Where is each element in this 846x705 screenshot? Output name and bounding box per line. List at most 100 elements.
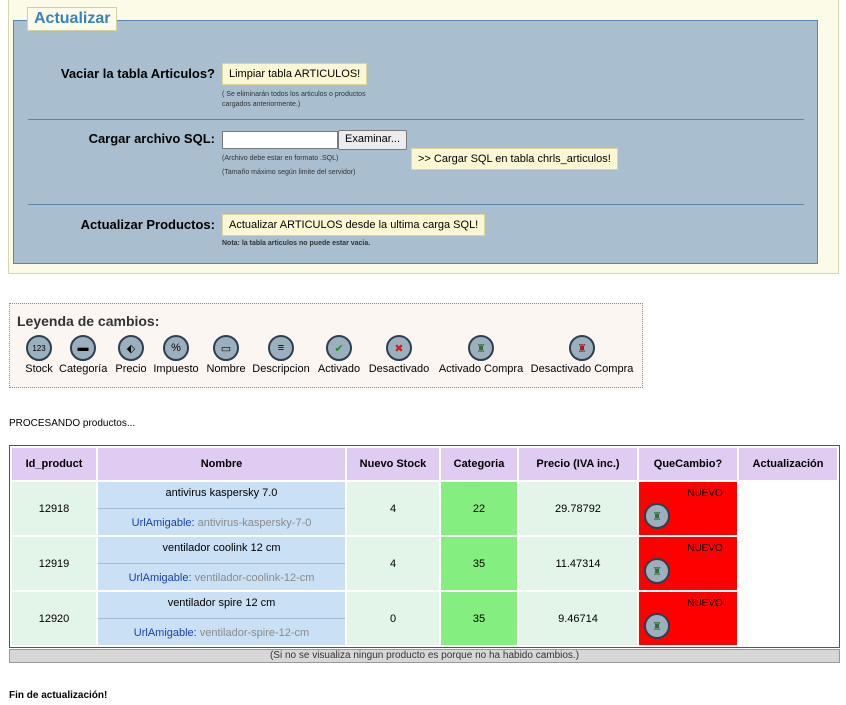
tax-percent-icon: % xyxy=(163,335,189,361)
product-url: UrlAmigable: ventilador-spire-12-cm xyxy=(98,619,345,645)
divider xyxy=(28,119,804,120)
legend-box: Leyenda de cambios: 123 Stock ▬ Categoría ⬖ P… xyxy=(9,303,643,388)
check-icon: ✔ xyxy=(326,335,352,361)
legend-item-label: Desactivado Compra xyxy=(530,363,634,375)
product-update xyxy=(739,537,837,590)
cross-icon: ✖ xyxy=(386,335,412,361)
update-note: Nota: la tabla articulos no puede estar … xyxy=(222,240,371,247)
legend-item: ≡ Descripcion xyxy=(250,335,312,375)
product-id: 12919 xyxy=(12,537,96,590)
url-label: UrlAmigable: xyxy=(133,627,197,639)
legend-item: ✔ Activado xyxy=(316,335,362,375)
product-name-cell: ventilador coolink 12 cm UrlAmigable: ven… xyxy=(98,537,345,590)
product-stock: 0 xyxy=(347,592,439,645)
product-change-cell: NUEVO ♜ xyxy=(639,592,737,645)
legend-item-label: Impuesto xyxy=(153,363,199,375)
legend-item-label: Categoría xyxy=(59,363,108,375)
product-name-cell: ventilador spire 12 cm UrlAmigable: venti… xyxy=(98,592,345,645)
url-value: ventilador-coolink-12-cm xyxy=(194,572,315,584)
table-row: 12920 ventilador spire 12 cm UrlAmigable: … xyxy=(12,592,837,645)
legend-item-label: Activado Compra xyxy=(438,363,524,375)
product-url: UrlAmigable: ventilador-coolink-12-cm xyxy=(98,564,345,590)
name-card-icon: ▭ xyxy=(213,335,239,361)
product-change-cell: NUEVO ♜ xyxy=(639,537,737,590)
legend-item: ✖ Desactivado xyxy=(367,335,431,375)
browse-button[interactable]: Examinar... xyxy=(338,130,407,150)
table-header-row: Id_product Nombre Nuevo Stock Categoria Prec… xyxy=(12,448,837,480)
product-id: 12918 xyxy=(12,482,96,535)
product-update xyxy=(739,592,837,645)
change-status: NUEVO xyxy=(687,543,723,554)
clear-table-button[interactable]: Limpiar tabla ARTICULOS! xyxy=(222,63,368,85)
product-change-cell: NUEVO ♜ xyxy=(639,482,737,535)
product-price: 29.78792 xyxy=(519,482,637,535)
product-stock: 4 xyxy=(347,482,439,535)
size-note: (Tamaño máximo según limite del servidor… xyxy=(222,169,356,176)
change-status: NUEVO xyxy=(687,598,723,609)
price-tag-icon: ⬖ xyxy=(118,335,144,361)
column-header: Actualización xyxy=(739,448,837,480)
column-header: Id_product xyxy=(12,448,96,480)
basket-active-icon: ♜ xyxy=(644,558,670,584)
cargar-label: Cargar archivo SQL: xyxy=(88,131,215,146)
legend-item: ⬖ Precio xyxy=(113,335,149,375)
fieldset-legend: Actualizar xyxy=(27,7,118,31)
product-name: antivirus kaspersky 7.0 xyxy=(98,482,345,509)
product-name: ventilador spire 12 cm xyxy=(98,592,345,619)
product-stock: 4 xyxy=(347,537,439,590)
legend-item: ♜ Activado Compra xyxy=(437,335,525,375)
column-header: Nombre xyxy=(98,448,345,480)
legend-item-label: Descripcion xyxy=(252,363,310,375)
legend-item: 123 Stock xyxy=(23,335,55,375)
vaciar-label: Vaciar la tabla Articulos? xyxy=(60,66,215,81)
basket-active-icon: ♜ xyxy=(468,335,494,361)
stock-icon: 123 xyxy=(26,335,52,361)
column-header: Precio (IVA inc.) xyxy=(519,448,637,480)
legend-item: % Impuesto xyxy=(152,335,200,375)
product-id: 12920 xyxy=(12,592,96,645)
product-category: 35 xyxy=(441,537,517,590)
legend-item: ▭ Nombre xyxy=(205,335,247,375)
update-articles-button[interactable]: Actualizar ARTICULOS desde la ultima car… xyxy=(222,214,486,236)
legend-item-label: Activado xyxy=(317,363,361,375)
legend-item: ♜ Desactivado Compra xyxy=(529,335,635,375)
legend-item: ▬ Categoría xyxy=(59,335,107,375)
column-header: Categoria xyxy=(441,448,517,480)
legend-item-label: Nombre xyxy=(206,363,246,375)
table-row: 12918 antivirus kaspersky 7.0 UrlAmigable:… xyxy=(12,482,837,535)
url-label: UrlAmigable: xyxy=(128,572,192,584)
table-row: 12919 ventilador coolink 12 cm UrlAmigable… xyxy=(12,537,837,590)
product-category: 22 xyxy=(441,482,517,535)
product-update xyxy=(739,482,837,535)
vaciar-note-line1: ( Se eliminarán todos los articulos o pr… xyxy=(222,91,366,98)
legend-item-label: Desactivado xyxy=(368,363,430,375)
actualizar-label: Actualizar Productos: xyxy=(80,217,215,232)
legend-title: Leyenda de cambios: xyxy=(17,313,160,329)
basket-inactive-icon: ♜ xyxy=(569,335,595,361)
url-label: UrlAmigable: xyxy=(131,517,195,529)
sql-file-input[interactable] xyxy=(222,131,338,149)
format-note: (Archivo debe estar en formato .SQL) xyxy=(222,155,339,162)
basket-active-icon: ♜ xyxy=(644,613,670,639)
legend-item-label: Precio xyxy=(115,363,147,375)
vaciar-note-line2: cargados anteriormente.) xyxy=(222,101,301,108)
vaciar-note: ( Se eliminarán todos los articulos o pr… xyxy=(222,90,366,110)
fin-text: Fin de actualización! xyxy=(9,690,108,701)
product-price: 9.46714 xyxy=(519,592,637,645)
load-sql-button[interactable]: >> Cargar SQL en tabla chrls_articulos! xyxy=(411,148,618,170)
change-status: NUEVO xyxy=(687,488,723,499)
legend-item-label: Stock xyxy=(25,363,53,375)
product-category: 35 xyxy=(441,592,517,645)
divider xyxy=(28,204,804,205)
column-header: QueCambio? xyxy=(639,448,737,480)
product-price: 11.47314 xyxy=(519,537,637,590)
url-value: ventilador-spire-12-cm xyxy=(199,627,310,639)
product-url: UrlAmigable: antivirus-kaspersky-7-0 xyxy=(98,509,345,535)
folder-icon: ▬ xyxy=(70,335,96,361)
description-doc-icon: ≡ xyxy=(268,335,294,361)
products-table: Id_product Nombre Nuevo Stock Categoria Prec… xyxy=(9,445,840,648)
column-header: Nuevo Stock xyxy=(347,448,439,480)
product-name-cell: antivirus kaspersky 7.0 UrlAmigable: anti… xyxy=(98,482,345,535)
processing-text: PROCESANDO productos... xyxy=(9,418,136,429)
basket-active-icon: ♜ xyxy=(644,503,670,529)
